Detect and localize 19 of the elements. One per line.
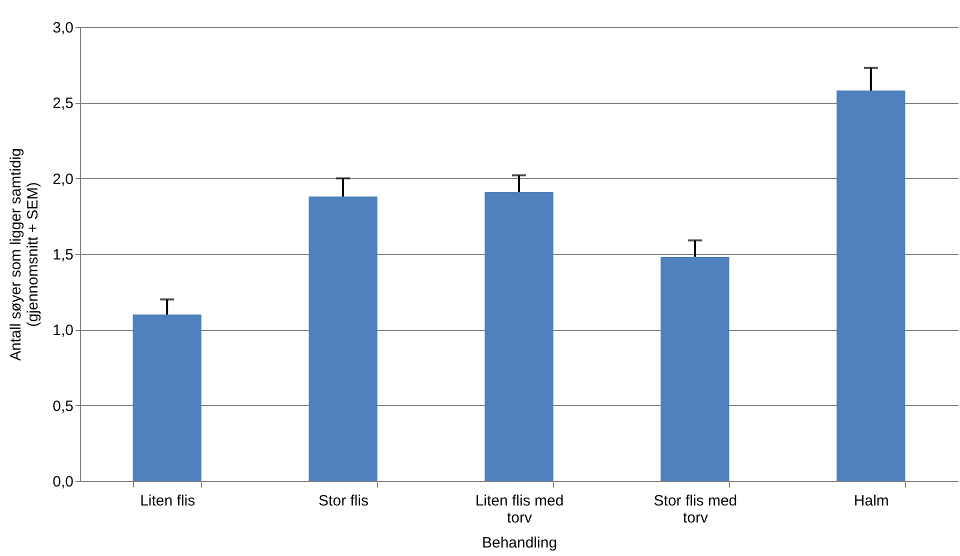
x-axis-title: Behandling: [482, 534, 558, 552]
x-tick-label: Liten flis: [140, 492, 196, 510]
x-tick-label: Stor flis: [318, 492, 369, 510]
y-tick-label: 0,5: [52, 398, 74, 415]
bar: [660, 257, 730, 481]
y-tick-label: 1,5: [52, 246, 74, 264]
y-tick-label: 3,0: [52, 20, 74, 36]
y-tick-label: 1,0: [52, 322, 74, 340]
bar: [308, 196, 378, 481]
x-tick-label: Liten flis med torv: [475, 492, 564, 526]
y-axis-title: Antall søyer som ligger samtidig (gjennomsnitt + SEM): [8, 148, 42, 361]
bar: [484, 192, 554, 481]
x-tick-label: Halm: [854, 492, 889, 510]
y-tick-label: 0,0: [52, 474, 74, 490]
bar: [132, 314, 202, 481]
y-tick-label: 2,5: [52, 95, 74, 112]
y-tick-label: 2,0: [52, 170, 74, 188]
bar: [836, 90, 906, 481]
x-tick-label: Stor flis med torv: [654, 492, 738, 526]
